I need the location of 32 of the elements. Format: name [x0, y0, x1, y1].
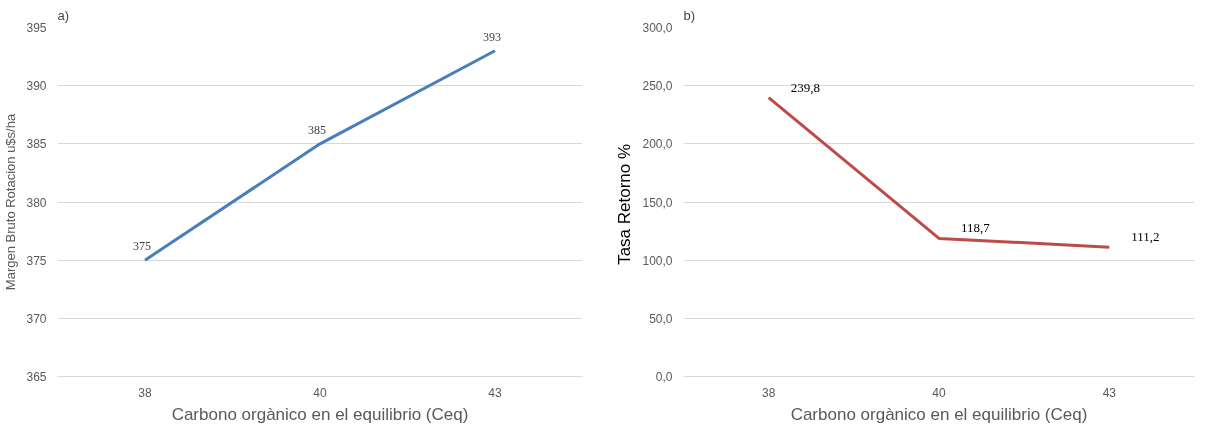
data-label: 393 [483, 29, 501, 44]
y-tick-label: 50,0 [649, 311, 673, 326]
x-axis-title: Carbono orgànico en el equilibrio (Ceq) [790, 404, 1088, 424]
x-tick-label: 40 [313, 385, 327, 400]
y-axis-title: Margen Bruto Rotacion u$s/ha [3, 113, 19, 291]
chart-title: a) [57, 7, 70, 23]
data-label: 111,2 [1131, 229, 1160, 245]
x-tick-label: 40 [932, 385, 946, 400]
chart-title: b) [683, 7, 696, 23]
x-axis-title: Carbono orgànico en el equilibrio (Ceq) [171, 404, 469, 424]
data-label: 239,8 [790, 79, 820, 95]
y-tick-label: 385 [26, 137, 47, 152]
y-tick-label: 395 [26, 21, 47, 35]
data-label: 118,7 [961, 220, 991, 236]
y-axis-title: Tasa Retorno % [615, 143, 635, 265]
y-tick-label: 390 [26, 79, 47, 94]
data-label: 385 [308, 122, 326, 137]
x-tick-label: 43 [488, 385, 502, 400]
y-tick-label: 380 [26, 195, 47, 210]
y-tick-label: 300,0 [642, 21, 673, 35]
x-tick-label: 38 [138, 385, 152, 400]
y-tick-label: 370 [26, 311, 47, 326]
data-label: 375 [133, 239, 151, 254]
y-tick-label: 200,0 [642, 137, 673, 152]
y-tick-label: 0,0 [655, 370, 673, 384]
y-tick-label: 375 [26, 253, 47, 268]
x-tick-label: 43 [1102, 385, 1117, 400]
y-tick-label: 250,0 [642, 79, 673, 94]
y-tick-label: 150,0 [642, 195, 673, 210]
y-tick-label: 365 [26, 370, 47, 384]
x-tick-label: 38 [761, 385, 776, 400]
y-tick-label: 100,0 [642, 253, 673, 268]
